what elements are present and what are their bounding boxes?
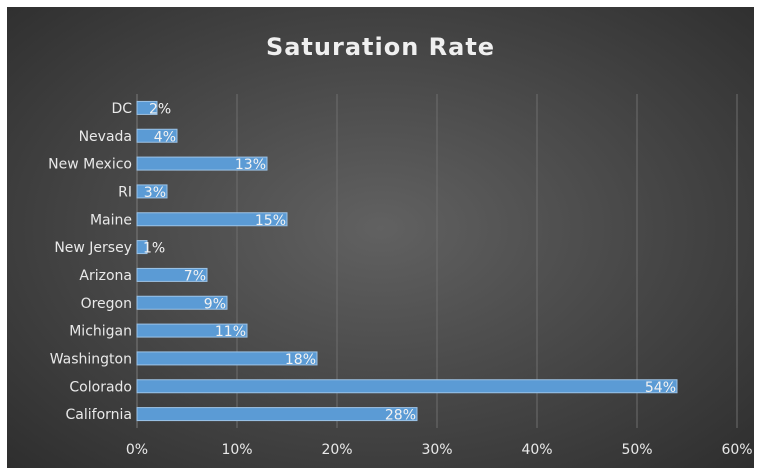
bar <box>136 323 248 338</box>
x-tick-label: 10% <box>221 442 252 458</box>
data-label: 1% <box>143 241 165 257</box>
bar <box>136 295 228 310</box>
bar <box>136 379 678 394</box>
data-label: 15% <box>255 213 286 229</box>
x-tick-label: 60% <box>721 442 752 458</box>
data-label: 3% <box>144 185 166 201</box>
category-label: Arizona <box>79 268 132 284</box>
category-label: New Mexico <box>48 157 132 173</box>
data-label: 7% <box>184 268 206 284</box>
x-tick-label: 20% <box>321 442 352 458</box>
chart-area: Saturation Rate 0% 10% 20% 30% 40% 50% 60% DC 2%… <box>7 7 754 468</box>
bars <box>136 100 678 422</box>
category-label: California <box>66 407 132 423</box>
data-label: 2% <box>149 101 171 117</box>
bar <box>136 267 208 282</box>
bar <box>136 156 268 171</box>
category-label: Maine <box>90 212 132 228</box>
gridlines <box>136 94 738 428</box>
data-label: 18% <box>285 352 316 368</box>
category-label: Nevada <box>79 129 132 145</box>
bar <box>136 212 288 227</box>
data-label: 28% <box>385 408 416 424</box>
bar <box>136 100 158 115</box>
x-tick-label: 40% <box>521 442 552 458</box>
bar <box>136 407 418 422</box>
data-label: 9% <box>204 296 226 312</box>
data-label: 4% <box>154 129 176 145</box>
category-label: Oregon <box>81 296 132 312</box>
category-label: Washington <box>50 351 132 367</box>
x-tick-label: 0% <box>126 442 148 458</box>
category-label: DC <box>111 101 132 117</box>
category-label: Michigan <box>69 324 132 340</box>
bar <box>136 128 178 143</box>
data-label: 13% <box>235 157 266 173</box>
category-label: RI <box>118 184 132 200</box>
bar <box>136 240 148 255</box>
bar-chart: 0% 10% 20% 30% 40% 50% 60% DC 2% Nevada 4% New Mexi… <box>48 94 753 458</box>
x-tick-label: 30% <box>421 442 452 458</box>
chart-title: Saturation Rate <box>265 33 496 61</box>
category-label: Colorado <box>69 379 132 395</box>
data-label: 11% <box>215 324 246 340</box>
category-label: New Jersey <box>54 240 132 256</box>
labels: 0% 10% 20% 30% 40% 50% 60% DC 2% Nevada 4% New Mexi… <box>48 101 752 458</box>
data-label: 54% <box>645 380 676 396</box>
x-tick-label: 50% <box>621 442 652 458</box>
bar <box>136 184 168 199</box>
bar <box>136 351 318 366</box>
